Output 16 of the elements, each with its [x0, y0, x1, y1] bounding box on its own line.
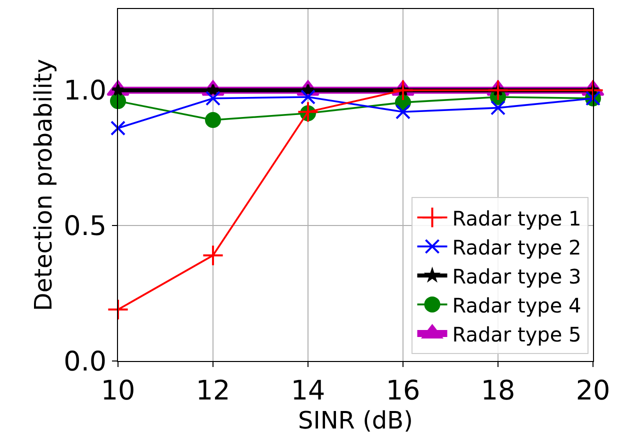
y-tick-label: 1.0: [64, 76, 107, 107]
legend-label: Radar type 5: [452, 322, 582, 346]
y-tick-label: 0.5: [64, 211, 107, 242]
legend-label: Radar type 3: [452, 264, 582, 288]
x-tick-label: 14: [290, 375, 326, 406]
x-tick-label: 20: [576, 375, 610, 406]
legend-label: Radar type 1: [452, 206, 582, 230]
x-tick-label: 12: [196, 375, 230, 406]
y-axis-title: Detection probability: [30, 58, 58, 312]
x-tick-label: 18: [480, 375, 516, 406]
x-tick-label: 16: [386, 375, 420, 406]
legend-label: Radar type 2: [452, 235, 582, 260]
y-tick-label: 0.0: [64, 346, 107, 378]
x-tick-label: 10: [100, 375, 136, 406]
legend-label: Radar type 4: [452, 293, 582, 318]
x-axis-title: SINR (dB): [298, 406, 413, 434]
